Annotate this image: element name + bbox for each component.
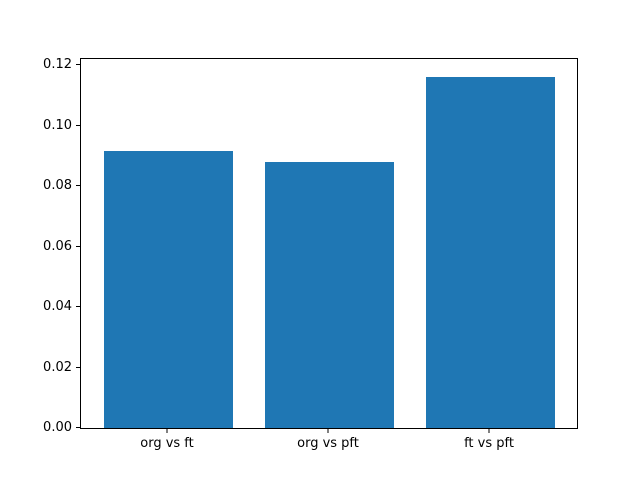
x-tick-label: org vs ft bbox=[140, 436, 194, 451]
y-tick-mark bbox=[76, 306, 80, 307]
y-tick-mark bbox=[76, 427, 80, 428]
y-tick-mark bbox=[76, 64, 80, 65]
y-tick-label: 0.08 bbox=[43, 178, 72, 193]
y-tick-mark bbox=[76, 185, 80, 186]
x-tick-label: ft vs pft bbox=[464, 436, 514, 451]
y-tick-label: 0.10 bbox=[43, 118, 72, 133]
bar-org-vs-pft bbox=[265, 162, 394, 428]
y-tick-label: 0.00 bbox=[43, 420, 72, 435]
x-tick-mark bbox=[488, 429, 490, 433]
bar-ft-vs-pft bbox=[426, 77, 555, 428]
y-tick-mark bbox=[76, 367, 80, 368]
y-tick-mark bbox=[76, 246, 80, 247]
y-tick-mark bbox=[76, 125, 80, 126]
bar-org-vs-ft bbox=[104, 151, 233, 428]
x-tick-mark bbox=[327, 429, 329, 433]
x-tick-label: org vs pft bbox=[297, 436, 359, 451]
y-tick-label: 0.12 bbox=[43, 57, 72, 72]
y-tick-label: 0.02 bbox=[43, 360, 72, 375]
y-tick-label: 0.06 bbox=[43, 239, 72, 254]
plot-area bbox=[80, 58, 578, 429]
y-tick-label: 0.04 bbox=[43, 299, 72, 314]
x-tick-mark bbox=[166, 429, 168, 433]
